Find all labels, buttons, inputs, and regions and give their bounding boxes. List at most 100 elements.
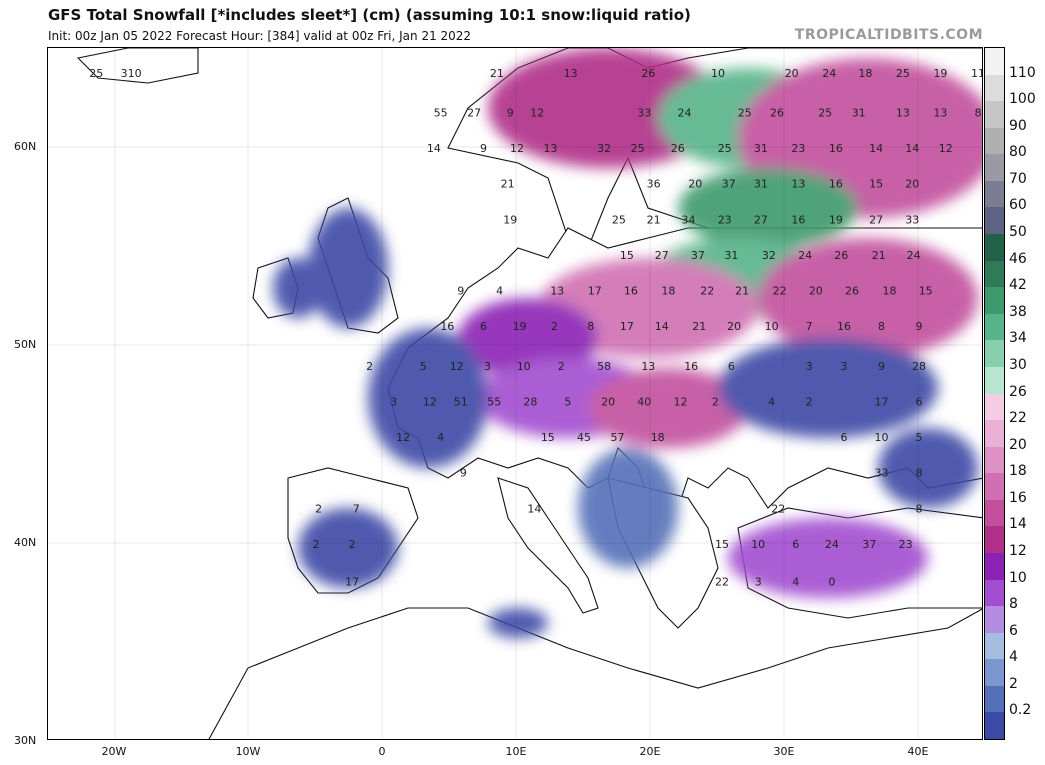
snowfall-value: 10 — [874, 431, 888, 444]
snowfall-value: 13 — [641, 360, 655, 373]
snowfall-value: 13 — [564, 67, 578, 80]
color-scale-swatch — [985, 340, 1004, 368]
snowfall-value: 31 — [852, 106, 866, 119]
snowfall-value: 26 — [834, 249, 848, 262]
snowfall-value: 15 — [869, 178, 883, 191]
color-scale-swatch — [985, 313, 1004, 341]
snowfall-value: 9 — [460, 467, 467, 480]
snowfall-value: 16 — [829, 142, 843, 155]
snowfall-value: 34 — [682, 213, 696, 226]
color-scale-label: 0.2 — [1009, 702, 1032, 719]
color-scale-swatch — [985, 366, 1004, 394]
longitude-label: 0 — [378, 745, 386, 758]
color-scale-label: 34 — [1009, 330, 1027, 347]
snowfall-value: 2 — [558, 360, 565, 373]
snowfall-value: 21 — [647, 213, 661, 226]
snowfall-value: 24 — [822, 67, 836, 80]
snowfall-value: 9 — [507, 106, 514, 119]
color-scale-label: 38 — [1009, 303, 1027, 320]
snowfall-value: 5 — [564, 395, 571, 408]
color-scale-label: 8 — [1009, 596, 1018, 613]
north-africa — [208, 607, 982, 739]
snowfall-value: 40 — [637, 395, 651, 408]
snowfall-value: 24 — [907, 249, 921, 262]
color-scale-swatch — [985, 632, 1004, 660]
color-scale-swatch — [985, 552, 1004, 581]
snowfall-value: 12 — [423, 395, 437, 408]
snowfall-value: 17 — [620, 320, 634, 333]
color-scale-label: 100 — [1009, 91, 1036, 108]
snowfall-value: 2 — [349, 538, 356, 551]
snowfall-value: 8 — [878, 320, 885, 333]
snowfall-value: 28 — [523, 395, 537, 408]
snowfall-value: 2 — [315, 502, 322, 515]
snowfall-shading — [273, 48, 982, 638]
snowfall-value: 21 — [692, 320, 706, 333]
color-scale-label: 70 — [1009, 170, 1027, 187]
snowfall-value: 27 — [467, 106, 481, 119]
longitude-label: 30E — [773, 745, 795, 758]
color-scale-label: 18 — [1009, 463, 1027, 480]
snowfall-value: 19 — [513, 320, 527, 333]
snowfall-value: 5 — [916, 431, 923, 444]
snowfall-value: 14 — [869, 142, 883, 155]
snowfall-value: 45 — [577, 431, 591, 444]
snowfall-value: 12 — [530, 106, 544, 119]
snowfall-value: 17 — [345, 576, 359, 589]
snowfall-value: 55 — [487, 395, 501, 408]
snowfall-value: 32 — [597, 142, 611, 155]
snowfall-value: 8 — [916, 467, 923, 480]
color-scale-label: 4 — [1009, 649, 1018, 666]
snowfall-value: 18 — [661, 285, 675, 298]
snowfall-value: 22 — [773, 285, 787, 298]
snowfall-value: 55 — [434, 106, 448, 119]
snowfall-value: 25 — [718, 142, 732, 155]
longitude-label: 20W — [101, 745, 127, 758]
snowfall-value: 12 — [939, 142, 953, 155]
snowfall-value: 19 — [829, 213, 843, 226]
snowfall-value: 20 — [601, 395, 615, 408]
snowfall-value: 14 — [527, 502, 541, 515]
snowfall-value: 4 — [437, 431, 444, 444]
snowfall-value: 37 — [862, 538, 876, 551]
snowfall-value: 27 — [754, 213, 768, 226]
italy — [497, 477, 599, 614]
snowfall-value: 28 — [912, 360, 926, 373]
snowfall-value: 6 — [840, 431, 847, 444]
forecast-info: Init: 00z Jan 05 2022 Forecast Hour: [38… — [48, 29, 472, 43]
snowfall-value: 11 — [971, 67, 983, 80]
color-scale-swatch — [985, 127, 1004, 155]
snowfall-value: 13 — [550, 285, 564, 298]
snowfall-value: 31 — [754, 178, 768, 191]
snowfall-value: 3 — [755, 576, 762, 589]
snowfall-value: 37 — [691, 249, 705, 262]
snowfall-value: 58 — [597, 360, 611, 373]
snowfall-value: 24 — [825, 538, 839, 551]
snowfall-value: 25 — [89, 67, 103, 80]
color-scale-swatch — [985, 606, 1004, 634]
snowfall-value: 24 — [678, 106, 692, 119]
snowfall-value: 18 — [651, 431, 665, 444]
snowfall-value: 16 — [829, 178, 843, 191]
snowfall-value: 13 — [544, 142, 558, 155]
snowfall-value: 12 — [673, 395, 687, 408]
color-scale-swatch — [985, 685, 1004, 713]
color-scale-swatch — [985, 48, 1004, 76]
color-scale-label: 26 — [1009, 383, 1027, 400]
snowfall-value: 2 — [366, 360, 373, 373]
snowfall-value: 16 — [440, 320, 454, 333]
snowfall-value: 15 — [919, 285, 933, 298]
snowfall-value: 16 — [791, 213, 805, 226]
snowfall-value: 9 — [480, 142, 487, 155]
snowfall-value: 6 — [916, 395, 923, 408]
snowfall-value: 23 — [718, 213, 732, 226]
snowfall-value: 13 — [791, 178, 805, 191]
snowfall-value: 14 — [427, 142, 441, 155]
snowfall-value: 9 — [878, 360, 885, 373]
snowfall-value: 9 — [457, 285, 464, 298]
snowfall-value: 51 — [454, 395, 468, 408]
snowfall-value: 17 — [874, 395, 888, 408]
snowfall-value: 3 — [806, 360, 813, 373]
snowfall-value: 13 — [896, 106, 910, 119]
